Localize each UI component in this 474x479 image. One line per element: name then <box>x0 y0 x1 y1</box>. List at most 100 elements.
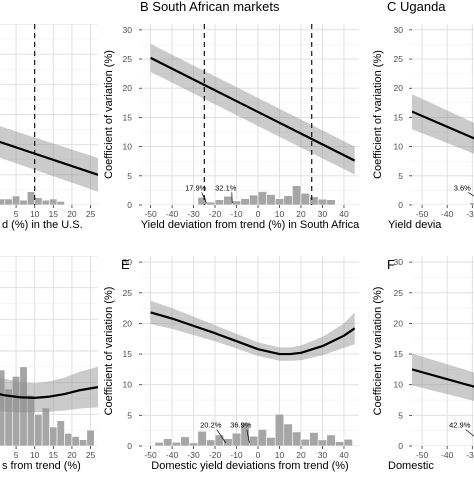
y-tick-label: 15 <box>394 349 404 359</box>
x-tick-label: -40 <box>166 209 179 219</box>
panel-title: C Uganda <box>387 0 446 14</box>
histogram-bar <box>215 435 224 446</box>
y-axis-label: Coefficient of variation (%) <box>103 287 115 416</box>
x-axis-label: s from trend (%) <box>2 460 81 472</box>
histogram-bar <box>301 439 310 446</box>
histogram-bar <box>318 440 327 446</box>
histogram-bar <box>0 199 5 205</box>
x-tick-label: 10 <box>30 450 40 460</box>
histogram-bar <box>335 442 344 446</box>
histogram-bar <box>27 192 34 205</box>
histogram-bar <box>57 421 64 446</box>
y-axis-label: Coefficient of variation (%) <box>372 50 384 179</box>
panel-d: 0510152025s from trend (%) <box>0 256 98 472</box>
x-tick-label: 15 <box>49 209 59 219</box>
x-tick-label: 15 <box>49 450 59 460</box>
histogram-bar <box>50 199 57 205</box>
panel-f: 42.9%-50-40-30051015202530DomesticCoeffi… <box>372 256 474 472</box>
y-tick-label: 20 <box>123 83 133 93</box>
histogram-bar <box>50 427 57 446</box>
histogram-bar <box>258 429 267 446</box>
x-tick-label: -40 <box>166 450 179 460</box>
y-tick-label: 0 <box>398 200 403 210</box>
plot-area <box>0 256 98 446</box>
plot-area: 42.9% <box>412 256 474 446</box>
panel-title: F <box>387 257 395 272</box>
histogram-bar <box>87 430 94 446</box>
x-tick-label: 10 <box>275 450 285 460</box>
histogram-bar <box>249 195 258 205</box>
y-tick-label: 5 <box>127 410 132 420</box>
x-tick-label: 20 <box>296 450 306 460</box>
y-tick-label: 25 <box>123 54 133 64</box>
histogram-bar <box>42 200 49 205</box>
histogram-bar <box>20 200 27 205</box>
y-tick-label: 5 <box>398 171 403 181</box>
histogram-bar <box>327 435 336 446</box>
histogram-bar <box>198 431 207 446</box>
x-axis-label: Yield deviation from trend (%) in South … <box>141 219 360 231</box>
y-tick-label: 10 <box>394 142 404 152</box>
x-tick-label: -40 <box>441 450 454 460</box>
histogram-bar <box>292 432 301 446</box>
x-tick-label: -30 <box>466 450 474 460</box>
x-tick-label: 40 <box>339 450 349 460</box>
annotation-label: 36.9% <box>230 421 252 430</box>
x-tick-label: -50 <box>416 209 429 219</box>
histogram-bar <box>206 440 215 446</box>
y-tick-label: 15 <box>394 112 404 122</box>
y-tick-label: 15 <box>123 349 133 359</box>
y-tick-label: 30 <box>394 257 404 267</box>
annotation-label: 42.9% <box>449 421 471 430</box>
histogram-bar <box>267 437 276 446</box>
x-tick-label: -30 <box>187 450 200 460</box>
histogram-bar <box>284 424 293 446</box>
histogram-bar <box>57 201 64 205</box>
y-tick-label: 20 <box>394 318 404 328</box>
histogram-bar <box>198 197 207 205</box>
histogram-bar <box>232 433 241 446</box>
x-tick-label: -50 <box>144 209 157 219</box>
histogram-bar <box>189 443 198 446</box>
histogram-bar <box>79 440 86 446</box>
plot-area: 17.9%32.1% <box>142 24 359 205</box>
histogram-bar <box>275 414 284 446</box>
histogram-bar <box>5 199 12 205</box>
x-tick-label: -20 <box>209 450 222 460</box>
histogram-bar <box>42 408 49 446</box>
histogram-bar <box>284 196 293 205</box>
x-tick-label: -30 <box>466 209 474 219</box>
histogram-bar <box>172 442 181 446</box>
x-tick-label: -50 <box>144 450 157 460</box>
histogram-bar <box>35 414 42 446</box>
x-axis-label: Domestic yield deviations from trend (%) <box>151 460 348 472</box>
x-tick-label: 10 <box>275 209 285 219</box>
y-tick-label: 20 <box>123 318 133 328</box>
plot-area <box>0 24 98 205</box>
y-tick-label: 25 <box>394 288 404 298</box>
y-tick-label: 10 <box>394 380 404 390</box>
x-tick-label: 0 <box>256 450 261 460</box>
plot-area: 20.2%36.9% <box>142 256 359 446</box>
histogram-bar <box>206 202 215 205</box>
histogram-bar <box>155 442 164 446</box>
x-axis-label: d (%) in the U.S. <box>2 219 83 231</box>
x-axis-label: Yield devia <box>388 219 442 231</box>
histogram-bar <box>224 196 233 205</box>
x-tick-label: -20 <box>209 209 222 219</box>
x-tick-label: -10 <box>230 209 243 219</box>
histogram-bar <box>232 201 241 205</box>
plot-area: 3.6% <box>412 24 474 205</box>
histogram-bar <box>318 199 327 205</box>
histogram-bar <box>35 198 42 205</box>
histogram-bar <box>310 433 319 446</box>
histogram-bar <box>163 439 172 446</box>
histogram-bar <box>267 194 276 205</box>
y-tick-label: 30 <box>394 25 404 35</box>
y-tick-label: 30 <box>123 25 133 35</box>
panel-a: 0510152025d (%) in the U.S. <box>0 24 98 231</box>
x-tick-label: 20 <box>296 209 306 219</box>
